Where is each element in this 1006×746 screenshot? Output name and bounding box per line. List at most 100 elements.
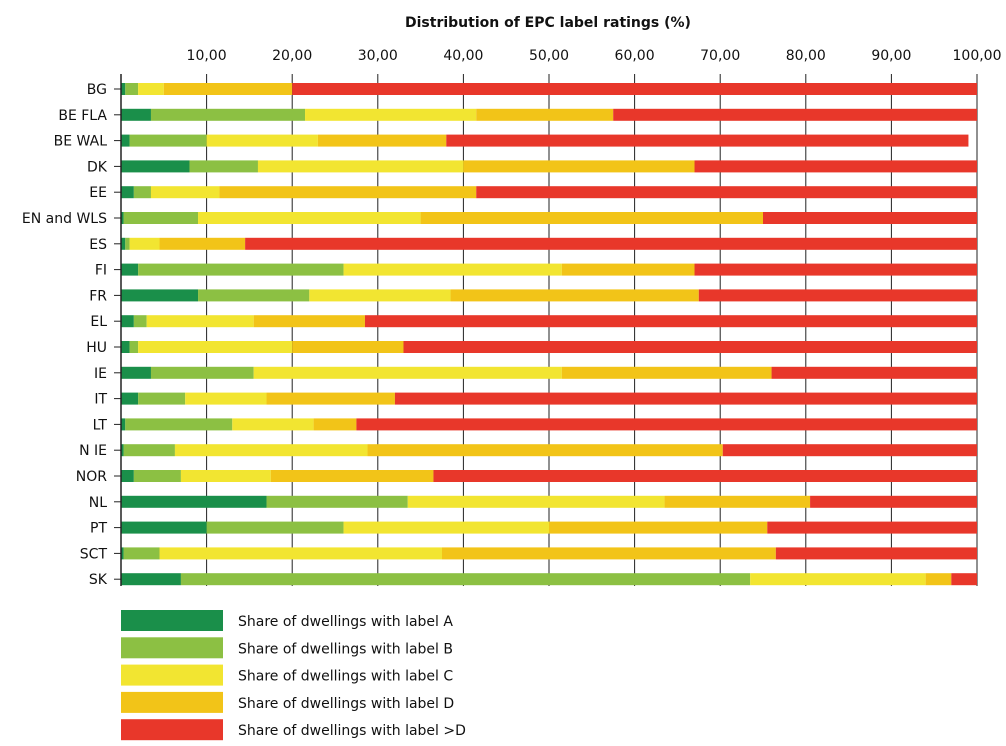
bar-segment [198,212,421,224]
bar-segment [138,341,293,353]
bar-segment [767,521,977,534]
bar-segment [180,470,271,482]
x-tick-label: 80,00 [786,48,826,64]
bar-segment [125,418,233,431]
bar-segment [121,392,139,405]
bar-segment [694,263,977,276]
legend-label: Share of dwellings with label B [238,641,453,657]
bar-segment [121,366,151,379]
gridlines [206,74,978,586]
x-tick-label: 90,00 [871,48,911,64]
bar-segment [121,237,126,250]
category-label: NOR [76,469,107,485]
bar-segment [775,547,977,560]
category-label: ES [89,237,107,253]
bar-segment [951,573,977,586]
bar-segment [364,315,978,328]
bar-segment [463,160,695,173]
x-tick-label: 70,00 [700,48,740,64]
bar-segment [185,392,267,405]
bar-segment [133,186,151,199]
legend-swatch [121,691,223,713]
bar-segment [450,289,699,302]
bar-segment [133,315,147,328]
x-tick-label: 100,00 [953,48,1002,64]
bar-segment [446,134,969,147]
category-label: N IE [79,443,107,459]
bar-segment [476,108,614,121]
bar-segment [613,108,977,121]
bar-segment [442,547,776,560]
x-axis-ticks: 10,00 20,00 30,00 40,00 50,00 60,00 70,00 80,00… [187,48,1002,64]
bars [121,83,978,586]
bar-segment [138,263,344,276]
bar-segment [206,521,344,534]
bar-segment [159,237,246,250]
bar-segment [925,573,952,586]
bar-segment [121,341,130,353]
legend-label: Share of dwellings with label >D [238,723,466,739]
category-label: IT [94,392,107,408]
legend-swatch [121,610,223,631]
bar-segment [163,83,293,95]
legend-label: Share of dwellings with label C [238,669,453,685]
bar-segment [138,83,164,95]
category-label: BE FLA [58,108,107,124]
bar-segment [159,547,442,560]
x-tick-label: 30,00 [358,48,398,64]
category-label: IE [94,366,107,382]
category-label: HU [86,340,107,356]
bar-segment [150,108,306,121]
bar-segment [403,341,978,353]
category-label: EN and WLS [22,211,107,227]
bar-segment [317,134,447,147]
x-tick-label: 40,00 [443,48,483,64]
bar-segment [150,366,254,379]
bar-segment [313,418,357,431]
bar-segment [343,521,549,534]
bar-segment [198,289,310,302]
category-label: BE WAL [54,134,108,150]
category-label: DK [87,159,108,175]
bar-segment [180,573,751,586]
x-tick-label: 20,00 [272,48,312,64]
bar-segment [123,212,199,224]
bar-segment [270,470,434,482]
bar-segment [125,237,130,250]
category-label: PT [90,521,107,537]
bar-segment [420,212,763,224]
category-label: LT [93,417,108,433]
bar-segment [121,263,139,276]
bar-segment [121,495,267,508]
legend-label: Share of dwellings with label A [238,614,453,630]
bar-segment [129,341,139,353]
bar-segment [549,521,768,534]
bar-segment [121,186,134,199]
bar-segment [253,315,365,328]
bar-segment [292,83,977,95]
category-label: FR [89,288,107,304]
bar-segment [561,263,695,276]
category-label: SK [89,572,108,588]
category-label: NL [89,495,107,511]
bar-segment [121,289,199,302]
bar-segment [394,392,977,405]
bar-segment [763,212,977,224]
bar-segment [133,470,181,482]
bar-segment [561,366,772,379]
bar-segment [356,418,977,431]
bar-segment [123,444,175,457]
bar-segment [123,547,160,560]
bar-segment [257,160,464,173]
bar-segment [121,315,134,328]
bar-segment [121,108,151,121]
bar-segment [750,573,926,586]
category-label: EL [90,314,107,330]
bar-segment [771,366,977,379]
bar-segment [343,263,562,276]
bar-segment [407,495,665,508]
bar-segment [367,444,723,457]
x-tick-label: 10,00 [187,48,227,64]
bar-segment [121,521,207,534]
bar-segment [245,237,977,250]
